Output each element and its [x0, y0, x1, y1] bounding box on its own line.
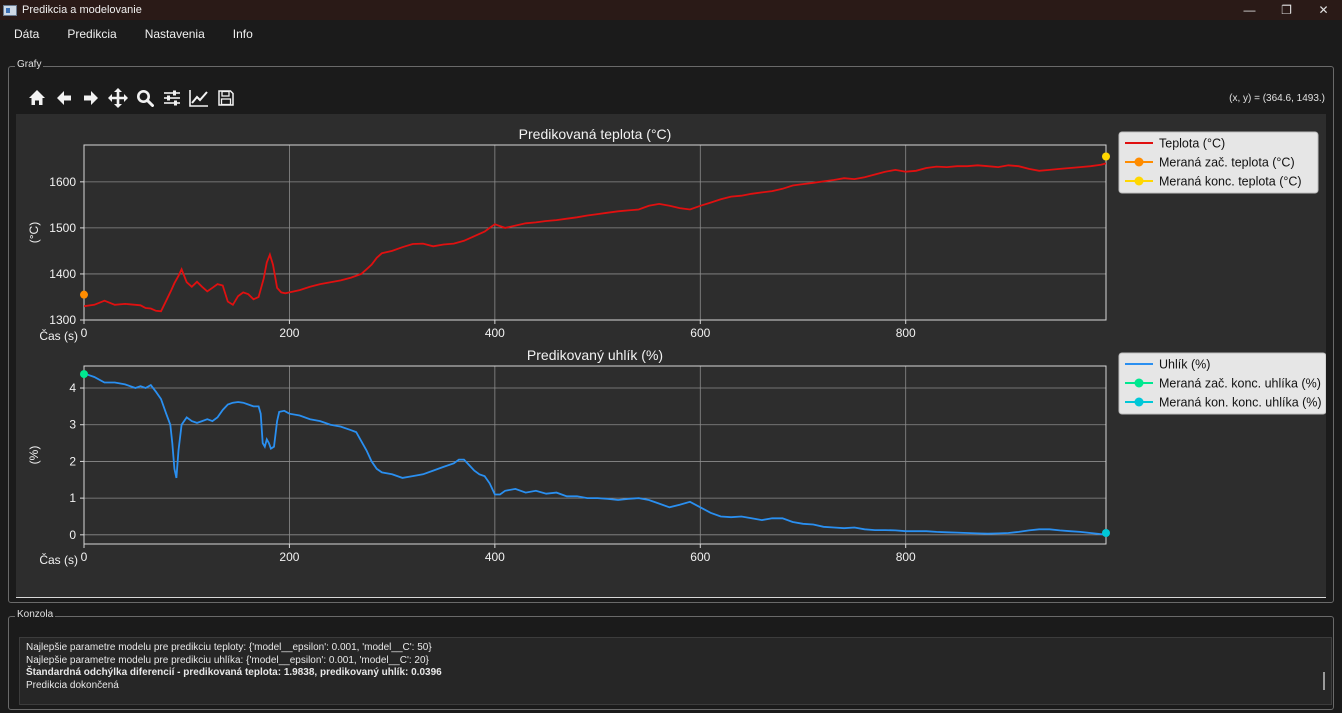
maximize-button[interactable]: ❐ — [1268, 0, 1305, 20]
tick-label-x: 0 — [81, 550, 88, 564]
tick-label-y: 1600 — [49, 175, 76, 189]
chart-1: Predikovaný uhlík (%) 0 200 400 600 800 0 1 2 3 4 Č… — [27, 347, 1327, 567]
tick-label-x: 400 — [485, 326, 505, 340]
tick-label-y: 4 — [69, 381, 76, 395]
tick-label-x: 600 — [690, 326, 710, 340]
configure-subplots-icon — [163, 90, 180, 106]
tick-label-y: 1500 — [49, 221, 76, 235]
window-controls: — ❐ ✕ — [1231, 0, 1342, 20]
tick-label-y: 1 — [69, 491, 76, 505]
configure-subplots-button[interactable] — [158, 85, 185, 111]
plot-svg: Predikovaná teplota (°C)0 200 400 600 800130… — [16, 126, 1327, 598]
menu-data[interactable]: Dáta — [14, 27, 40, 41]
series-marker-2 — [1102, 528, 1110, 537]
menu-bar: Dáta Predikcia Nastavenia Info — [0, 20, 1342, 48]
console-group: Konzola Najlepšie parametre modelu pre p… — [8, 609, 1334, 710]
maximize-icon: ❐ — [1281, 3, 1292, 17]
plot-toolbar — [23, 85, 239, 111]
tick-label-y: 3 — [69, 418, 76, 432]
legend: Uhlík (%) Meraná zač. konc. uhlíka (%) Mer… — [1118, 352, 1327, 415]
tick-label-y: 0 — [69, 528, 76, 542]
series-marker-1 — [80, 370, 88, 379]
console-output[interactable]: Najlepšie parametre modelu pre predikciu… — [19, 637, 1332, 705]
pan-icon — [107, 88, 128, 108]
menu-info[interactable]: Info — [232, 27, 253, 41]
tick-label-y: 2 — [69, 454, 76, 468]
tick-label-x: 400 — [485, 550, 505, 564]
legend-entry: Meraná zač. teplota (°C) — [1159, 156, 1295, 170]
y-axis-label: (°C) — [27, 222, 41, 243]
series-marker-2 — [1102, 152, 1110, 161]
legend-entry: Uhlík (%) — [1159, 358, 1210, 372]
legend-swatch-marker — [1134, 378, 1144, 388]
console-line: Predikcia dokončená — [26, 679, 119, 691]
x-axis-label: Čas (s) — [39, 552, 78, 567]
charts-group-title: Grafy — [15, 59, 44, 70]
zoom-icon — [136, 90, 154, 107]
series-marker-1 — [80, 290, 88, 299]
legend: Teplota (°C) Meraná zač. teplota (°C) Mera… — [1118, 131, 1319, 194]
menu-prediction[interactable]: Predikcia — [67, 27, 117, 41]
legend-entry: Meraná zač. konc. uhlíka (%) — [1159, 377, 1321, 391]
legend-swatch-marker — [1134, 176, 1144, 186]
close-button[interactable]: ✕ — [1305, 0, 1342, 20]
charts-group: Grafy (x, y) = (364.6, 1493.) Predikovan… — [8, 59, 1334, 603]
console-line: Najlepšie parametre modelu pre predikciu… — [26, 654, 429, 666]
tick-label-x: 200 — [279, 550, 299, 564]
forward-button[interactable] — [77, 85, 104, 111]
console-scrollbar[interactable] — [1323, 672, 1325, 690]
cursor-coordinates: (x, y) = (364.6, 1493.) — [1229, 93, 1325, 104]
plot-frame — [83, 365, 1107, 545]
chart-0: Predikovaná teplota (°C) 0 200 400 600 800 130… — [27, 126, 1319, 343]
minimize-button[interactable]: — — [1231, 0, 1268, 20]
x-axis-label: Čas (s) — [39, 328, 78, 343]
legend-entry: Meraná konc. teplota (°C) — [1159, 175, 1302, 189]
series-line-0 — [84, 162, 1106, 313]
console-line: Najlepšie parametre modelu pre predikciu… — [26, 642, 432, 653]
window-titlebar: Predikcia a modelovanie — ❐ ✕ — [0, 0, 1342, 20]
edit-axis-button[interactable] — [185, 85, 212, 111]
tick-label-x: 600 — [690, 550, 710, 564]
zoom-button[interactable] — [131, 85, 158, 111]
series-line-0 — [84, 372, 1106, 536]
forward-icon — [83, 91, 98, 105]
tick-label-y: 1300 — [49, 313, 76, 327]
tick-label-x: 200 — [279, 326, 299, 340]
edit-axis-icon — [188, 90, 208, 107]
pan-button[interactable] — [104, 85, 131, 111]
y-axis-label: (%) — [27, 446, 41, 465]
home-icon — [28, 90, 45, 105]
back-button[interactable] — [50, 85, 77, 111]
plot-canvas[interactable]: Predikovaná teplota (°C) 0 200 400 600 800 130… — [16, 114, 1327, 598]
legend-swatch-marker — [1134, 157, 1144, 167]
close-icon: ✕ — [1318, 3, 1329, 17]
minimize-icon: — — [1243, 3, 1256, 17]
save-icon — [217, 90, 234, 106]
legend-swatch-marker — [1134, 397, 1144, 407]
tick-label-x: 800 — [896, 326, 916, 340]
legend-box — [1118, 131, 1319, 194]
legend-entry: Teplota (°C) — [1159, 137, 1225, 151]
legend-entry: Meraná kon. konc. uhlíka (%) — [1159, 396, 1322, 410]
window-title: Predikcia a modelovanie — [22, 4, 142, 16]
save-button[interactable] — [212, 85, 239, 111]
app-icon — [3, 4, 17, 16]
chart-title: Predikovaný uhlík (%) — [527, 347, 663, 363]
console-line: Štandardná odchýlka diferencií - prediko… — [26, 667, 442, 678]
tick-label-x: 0 — [81, 326, 88, 340]
back-icon — [56, 91, 71, 105]
plot-frame — [83, 144, 1107, 321]
tick-label-y: 1400 — [49, 267, 76, 281]
tick-label-x: 800 — [896, 550, 916, 564]
console-group-title: Konzola — [15, 609, 56, 620]
home-button[interactable] — [23, 85, 50, 111]
chart-title: Predikovaná teplota (°C) — [519, 126, 672, 142]
menu-settings[interactable]: Nastavenia — [144, 27, 205, 41]
